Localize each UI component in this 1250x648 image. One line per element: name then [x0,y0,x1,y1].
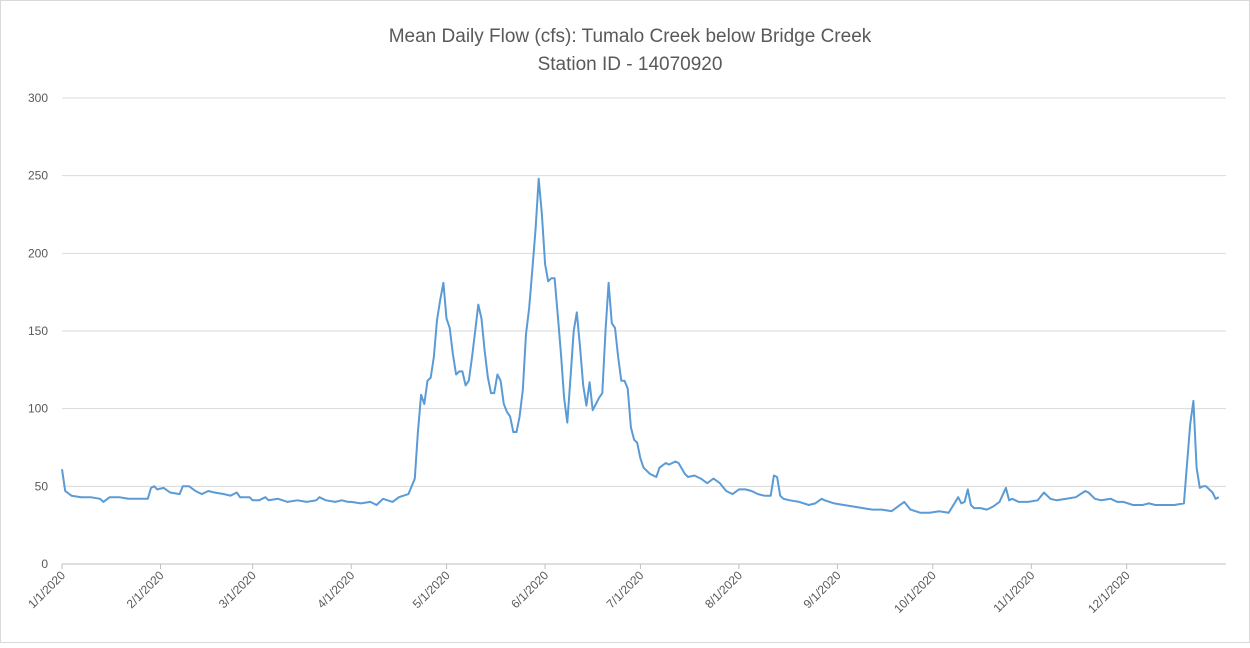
y-tick-label: 150 [28,324,48,338]
chart-subtitle: Station ID - 14070920 [538,54,723,75]
y-tick-label: 100 [28,402,48,416]
y-tick-label: 0 [41,557,48,571]
y-tick-label: 250 [28,169,48,183]
y-tick-label: 50 [35,479,49,493]
y-tick-label: 300 [28,91,48,105]
chart-title: Mean Daily Flow (cfs): Tumalo Creek belo… [389,26,872,47]
flow-line [61,177,1220,514]
y-tick-label: 200 [28,246,48,260]
